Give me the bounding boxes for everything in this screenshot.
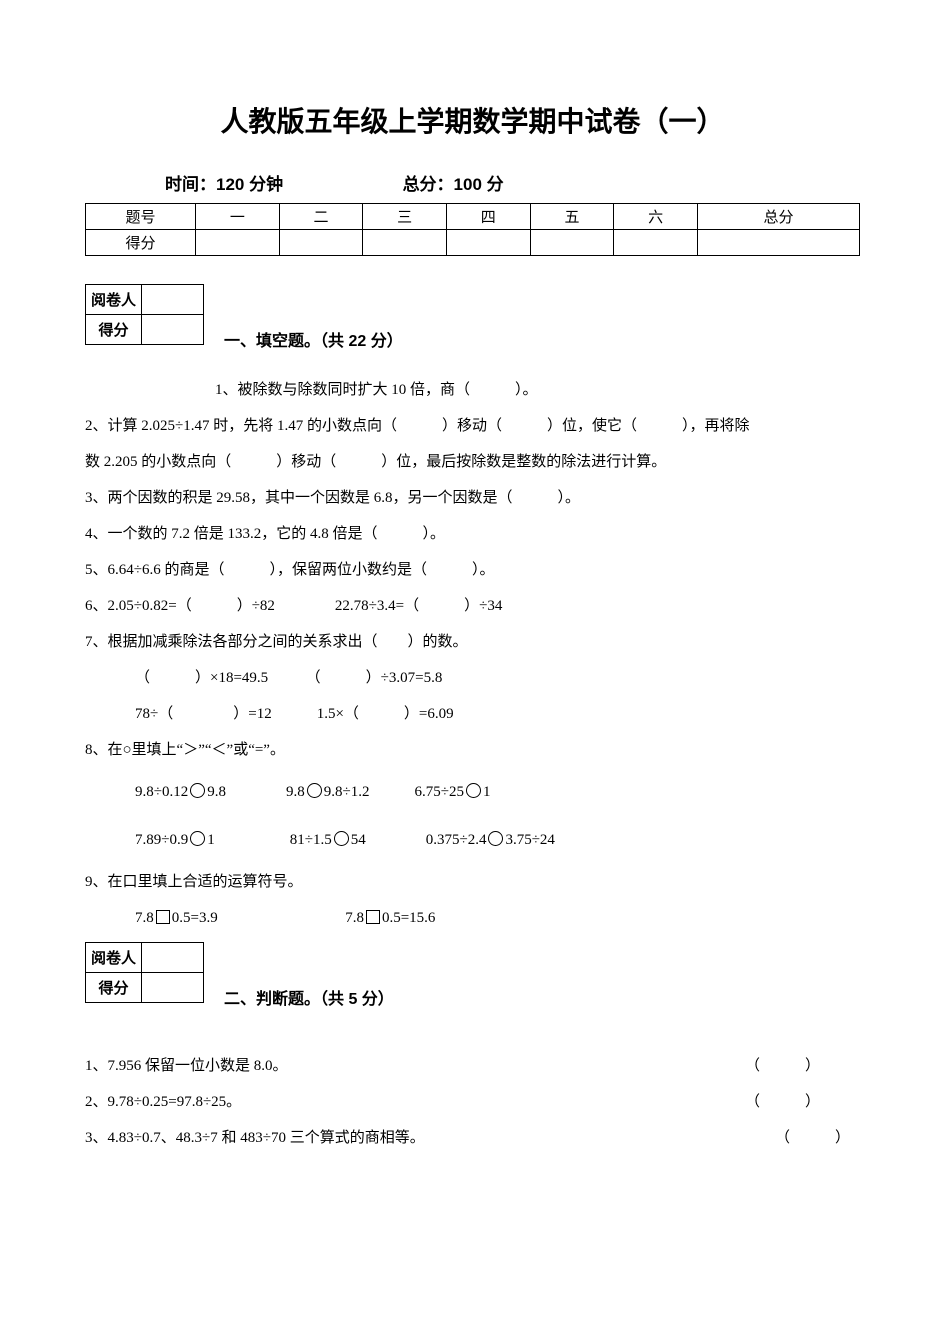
- q8b-p1: 1 81÷1.5: [207, 832, 331, 848]
- q9a-2b: 0.5=15.6: [382, 910, 435, 926]
- judge-q2-text: 2、9.78÷0.25=97.8÷25。: [85, 1084, 241, 1120]
- question-2b: 数 2.205 的小数点向（ ）移动（ ）位，最后按除数是整数的除法进行计算。: [85, 444, 860, 480]
- table-cell: [196, 230, 280, 256]
- question-9: 9、在口里填上合适的运算符号。: [85, 864, 860, 900]
- circle-blank-icon: [190, 783, 205, 798]
- judge-q2: 2、9.78÷0.25=97.8÷25。 （ ）: [85, 1084, 860, 1120]
- circle-blank-icon: [488, 831, 503, 846]
- table-cell: 题号: [86, 204, 196, 230]
- q8a-p2: 9.8÷1.2 6.75÷25: [324, 784, 464, 800]
- table-cell: 三: [363, 204, 447, 230]
- page-title: 人教版五年级上学期数学期中试卷（一）: [85, 100, 860, 140]
- question-8b: 7.89÷0.9 1 81÷1.5 54 0.375÷2.4 3.75÷24: [85, 816, 860, 864]
- table-cell: 四: [446, 204, 530, 230]
- table-cell: 二: [279, 204, 363, 230]
- table-cell: [614, 230, 698, 256]
- judge-blank: （ ）: [745, 1084, 860, 1120]
- q8a-p3: 1: [483, 784, 491, 800]
- q8b-p0: 7.89÷0.9: [135, 832, 188, 848]
- table-cell: [446, 230, 530, 256]
- question-4: 4、一个数的 7.2 倍是 133.2，它的 4.8 倍是（ ）。: [85, 516, 860, 552]
- question-7a: （ ）×18=49.5 （ ）÷3.07=5.8: [85, 660, 860, 696]
- score-value: [142, 973, 204, 1003]
- grader-label: 阅卷人: [86, 943, 142, 973]
- grader-value: [142, 285, 204, 315]
- question-3: 3、两个因数的积是 29.58，其中一个因数是 6.8，另一个因数是（ ）。: [85, 480, 860, 516]
- q9a-1a: 7.8: [135, 910, 154, 926]
- circle-blank-icon: [466, 783, 481, 798]
- judge-q3-text: 3、4.83÷0.7、48.3÷7 和 483÷70 三个算式的商相等。: [85, 1120, 425, 1156]
- question-7b: 78÷（ ）=12 1.5×（ ）=6.09: [85, 696, 860, 732]
- table-cell: [279, 230, 363, 256]
- grader-value: [142, 943, 204, 973]
- total-score-label: 总分：100 分: [403, 175, 504, 194]
- question-9a: 7.8 0.5=3.9 7.8 0.5=15.6: [85, 900, 860, 936]
- question-7: 7、根据加减乘除法各部分之间的关系求出（ ）的数。: [85, 624, 860, 660]
- question-8a: 9.8÷0.12 9.8 9.8 9.8÷1.2 6.75÷25 1: [85, 768, 860, 816]
- grader-box: 阅卷人 得分: [85, 942, 204, 1003]
- judge-q3: 3、4.83÷0.7、48.3÷7 和 483÷70 三个算式的商相等。 （ ）: [85, 1120, 860, 1156]
- table-cell: 五: [530, 204, 614, 230]
- table-cell: [697, 230, 859, 256]
- circle-blank-icon: [334, 831, 349, 846]
- q8b-p3: 3.75÷24: [505, 832, 554, 848]
- question-5: 5、6.64÷6.6 的商是（ ），保留两位小数约是（ ）。: [85, 552, 860, 588]
- judge-q1-text: 1、7.956 保留一位小数是 8.0。: [85, 1048, 288, 1084]
- judge-blank: （ ）: [775, 1120, 860, 1156]
- q8b-p2: 54 0.375÷2.4: [351, 832, 487, 848]
- table-cell: 总分: [697, 204, 859, 230]
- question-2a: 2、计算 2.025÷1.47 时，先将 1.47 的小数点向（ ）移动（ ）位…: [85, 408, 860, 444]
- circle-blank-icon: [307, 783, 322, 798]
- q9a-2a: 7.8: [345, 910, 364, 926]
- judge-blank: （ ）: [745, 1048, 860, 1084]
- table-cell: 六: [614, 204, 698, 230]
- table-cell: 得分: [86, 230, 196, 256]
- section2-header: 阅卷人 得分 二、判断题。（共 5 分）: [85, 942, 860, 1030]
- time-score-line: 时间：120 分钟 总分：100 分: [165, 170, 860, 195]
- section1-header: 阅卷人 得分 一、填空题。（共 22 分）: [85, 284, 860, 372]
- judge-q1: 1、7.956 保留一位小数是 8.0。 （ ）: [85, 1048, 860, 1084]
- table-cell: [363, 230, 447, 256]
- question-8: 8、在○里填上“＞”“＜”或“=”。: [85, 732, 860, 768]
- q8a-p1: 9.8 9.8: [207, 784, 305, 800]
- table-cell: 一: [196, 204, 280, 230]
- q9a-1b: 0.5=3.9: [172, 910, 218, 926]
- score-label: 得分: [86, 973, 142, 1003]
- score-label: 得分: [86, 315, 142, 345]
- grader-box: 阅卷人 得分: [85, 284, 204, 345]
- score-summary-table: 题号 一 二 三 四 五 六 总分 得分: [85, 203, 860, 256]
- score-value: [142, 315, 204, 345]
- square-blank-icon: [156, 910, 170, 924]
- circle-blank-icon: [190, 831, 205, 846]
- grader-label: 阅卷人: [86, 285, 142, 315]
- table-cell: [530, 230, 614, 256]
- square-blank-icon: [366, 910, 380, 924]
- table-row: 得分: [86, 230, 860, 256]
- question-1: 1、被除数与除数同时扩大 10 倍，商（ ）。: [85, 372, 860, 408]
- q8a-p0: 9.8÷0.12: [135, 784, 188, 800]
- time-label: 时间：120 分钟: [165, 175, 283, 194]
- question-6: 6、2.05÷0.82=（ ）÷82 22.78÷3.4=（ ）÷34: [85, 588, 860, 624]
- table-row: 题号 一 二 三 四 五 六 总分: [86, 204, 860, 230]
